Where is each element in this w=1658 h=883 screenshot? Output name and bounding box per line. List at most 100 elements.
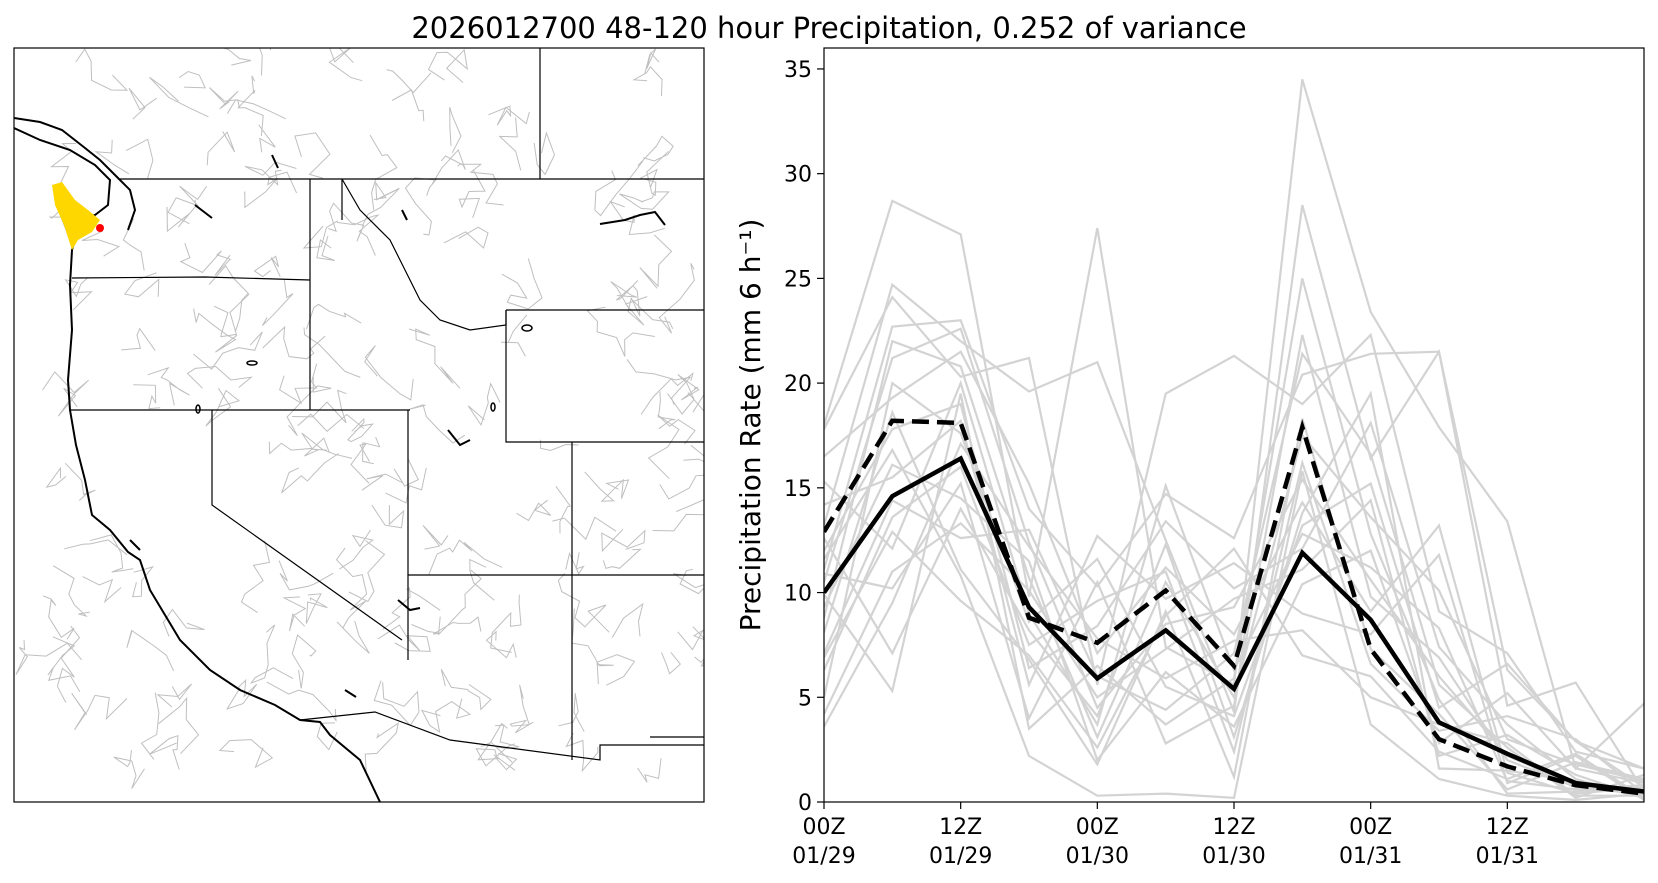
basin-boundary bbox=[373, 180, 399, 201]
basin-boundary bbox=[555, 486, 572, 534]
y-tick-label: 0 bbox=[798, 791, 812, 816]
basin-boundary bbox=[240, 540, 271, 614]
basin-boundary bbox=[350, 443, 370, 484]
basin-boundary bbox=[385, 467, 427, 504]
basin-boundary bbox=[667, 374, 700, 415]
basin-boundary bbox=[449, 106, 462, 154]
basin-boundary bbox=[237, 75, 264, 137]
lake bbox=[344, 689, 357, 698]
y-axis-label: Precipitation Rate (mm 6 h⁻¹) bbox=[734, 219, 767, 632]
basin-boundary bbox=[458, 169, 486, 219]
basin-boundary bbox=[571, 608, 614, 667]
basin-boundary bbox=[364, 345, 414, 401]
ensemble-member-line bbox=[824, 498, 1644, 799]
basin-boundary bbox=[262, 325, 326, 360]
basin-boundary bbox=[125, 138, 154, 179]
basin-boundary bbox=[294, 132, 331, 179]
basin-boundary bbox=[205, 388, 241, 427]
y-tick-label: 20 bbox=[784, 372, 812, 397]
basin-boundary bbox=[443, 226, 489, 249]
ensemble-member-line bbox=[824, 334, 1644, 791]
x-axis: 00Z 01/29 12Z 01/29 00Z 01/30 12Z 01/30 00Z 01/31… bbox=[792, 802, 1539, 869]
basin-boundary bbox=[166, 199, 197, 233]
basin-boundary bbox=[632, 65, 663, 97]
y-tick-label: 10 bbox=[784, 582, 812, 607]
basin-boundary bbox=[422, 525, 449, 550]
mean-series-line bbox=[824, 455, 1644, 794]
basin-boundary bbox=[291, 634, 317, 689]
x-tick-label-date: 01/29 bbox=[792, 844, 855, 869]
basin-boundary bbox=[266, 681, 337, 723]
basin-boundary bbox=[480, 724, 520, 763]
lake bbox=[521, 324, 533, 332]
basin-boundary bbox=[336, 620, 370, 654]
basin-boundary bbox=[193, 308, 238, 353]
basin-boundary bbox=[94, 139, 130, 175]
ensemble-members bbox=[824, 79, 1644, 802]
basin-boundary bbox=[121, 327, 156, 351]
basin-boundary bbox=[377, 624, 431, 652]
basin-boundary bbox=[158, 696, 200, 755]
basin-boundary bbox=[213, 293, 250, 338]
basin-boundary bbox=[477, 722, 516, 771]
basin-boundary bbox=[687, 392, 704, 413]
basin-boundary bbox=[369, 134, 398, 210]
basin-boundary bbox=[47, 636, 81, 692]
basin-boundary bbox=[226, 99, 286, 120]
ensemble-member-line bbox=[824, 278, 1644, 795]
basin-boundary bbox=[124, 272, 160, 298]
basin-boundary bbox=[411, 616, 482, 635]
basin-boundary bbox=[640, 372, 694, 415]
basin-boundary bbox=[226, 678, 258, 710]
basin-boundaries bbox=[15, 48, 704, 789]
ensemble-member-line bbox=[824, 402, 1644, 799]
basin-boundary bbox=[533, 131, 556, 176]
pacific-coastline bbox=[14, 127, 381, 802]
basin-boundary bbox=[178, 70, 206, 89]
ensemble-member-line bbox=[824, 409, 1644, 791]
basin-boundary bbox=[279, 363, 318, 405]
basin-boundary bbox=[282, 596, 307, 632]
basin-boundary bbox=[348, 540, 386, 603]
lake bbox=[271, 154, 279, 169]
basin-boundary bbox=[15, 639, 82, 675]
lake bbox=[401, 209, 408, 221]
basin-boundary bbox=[596, 654, 636, 686]
basin-boundary bbox=[286, 376, 332, 437]
lake bbox=[246, 360, 258, 366]
x-tick-label-date: 01/30 bbox=[1066, 844, 1129, 869]
basin-boundary bbox=[122, 218, 145, 271]
y-tick-label: 25 bbox=[784, 267, 812, 292]
ensemble-member-line bbox=[824, 418, 1644, 801]
basin-boundary bbox=[179, 243, 232, 276]
basin-boundary bbox=[683, 444, 704, 462]
basin-boundary bbox=[90, 534, 134, 573]
basin-boundary bbox=[278, 560, 334, 591]
ensemble-member-line bbox=[824, 529, 1644, 799]
ensemble-member-line bbox=[824, 463, 1644, 785]
basin-boundary bbox=[75, 48, 129, 91]
lake bbox=[397, 599, 421, 612]
y-tick-label: 35 bbox=[784, 58, 812, 83]
basin-boundary bbox=[639, 150, 669, 197]
basin-boundary bbox=[364, 722, 399, 774]
basin-boundary bbox=[552, 516, 617, 541]
basin-boundary bbox=[584, 471, 630, 502]
basin-boundary bbox=[404, 177, 437, 236]
basin-boundary bbox=[624, 296, 674, 330]
basin-boundary bbox=[304, 437, 330, 457]
basin-boundary bbox=[565, 551, 585, 575]
basin-boundary bbox=[558, 693, 585, 732]
basin-boundary bbox=[609, 200, 665, 236]
highlighted-basin-secondary bbox=[96, 224, 104, 232]
basin-boundary bbox=[626, 359, 692, 405]
lake bbox=[490, 402, 496, 412]
basin-boundary bbox=[594, 160, 644, 217]
dashed-series-line bbox=[824, 418, 1644, 796]
basin-boundary bbox=[500, 314, 528, 357]
basin-boundary bbox=[644, 48, 660, 75]
basin-boundary bbox=[659, 474, 704, 500]
basin-boundary bbox=[43, 595, 75, 640]
basin-boundary bbox=[616, 280, 641, 317]
figure-title: 2026012700 48-120 hour Precipitation, 0.… bbox=[411, 11, 1247, 45]
